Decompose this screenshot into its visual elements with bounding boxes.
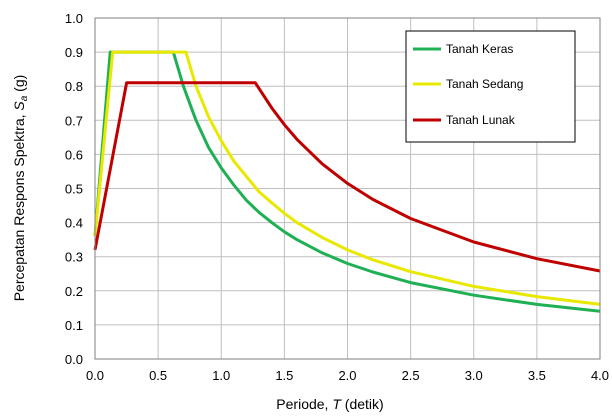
y-tick-label-4: 0.4 xyxy=(65,216,83,231)
x-tick-label-0: 0.0 xyxy=(86,368,104,383)
x-axis-title-suffix: (detik) xyxy=(341,396,384,412)
y-tick-label-9: 0.9 xyxy=(65,45,83,60)
y-tick-label-5: 0.5 xyxy=(65,182,83,197)
x-tick-label-6: 3.0 xyxy=(465,368,483,383)
series-line-tanah-sedang xyxy=(93,50,601,306)
y-axis-title-var: S xyxy=(11,101,27,111)
x-tick-labels: 0.0 0.5 1.0 1.5 2.0 2.5 3.0 3.5 4.0 xyxy=(86,368,609,383)
y-tick-label-1: 0.1 xyxy=(65,318,83,333)
y-axis-title: Percepatan Respons Spektra, Sa (g) xyxy=(11,75,30,302)
plot-border xyxy=(94,17,601,360)
series-lines xyxy=(93,50,601,313)
x-axis-title: Periode, T (detik) xyxy=(276,396,383,412)
series-line-tanah-lunak xyxy=(93,81,601,273)
y-axis-title-suffix: (g) xyxy=(11,75,27,96)
x-tick-label-7: 3.5 xyxy=(528,368,546,383)
y-tick-labels: 0.0 0.1 0.2 0.3 0.4 0.5 0.6 0.7 0.8 0.9 1.0 xyxy=(65,11,83,367)
series-line-tanah-keras xyxy=(93,50,601,313)
legend-label-tanah-sedang: Tanah Sedang xyxy=(446,77,523,91)
legend-label-tanah-keras: Tanah Keras xyxy=(446,42,513,56)
y-tick-label-8: 0.8 xyxy=(65,79,83,94)
y-axis-title-prefix: Percepatan Respons Spektra, xyxy=(11,111,27,302)
legend-label-tanah-lunak: Tanah Lunak xyxy=(446,113,516,127)
legend: Tanah Keras Tanah Sedang Tanah Lunak xyxy=(405,30,576,143)
x-tick-label-1: 0.5 xyxy=(149,368,167,383)
x-tick-label-8: 4.0 xyxy=(591,368,609,383)
x-axis-title-var: T xyxy=(332,396,342,412)
y-tick-label-0: 0.0 xyxy=(65,352,83,367)
y-tick-label-2: 0.2 xyxy=(65,284,83,299)
x-tick-label-2: 1.0 xyxy=(212,368,230,383)
x-tick-label-5: 2.5 xyxy=(402,368,420,383)
y-tick-label-7: 0.7 xyxy=(65,113,83,128)
y-axis-title-sub: a xyxy=(19,95,30,101)
y-tick-label-6: 0.6 xyxy=(65,147,83,162)
x-axis-title-prefix: Periode, xyxy=(276,396,332,412)
y-tick-label-3: 0.3 xyxy=(65,250,83,265)
x-tick-label-4: 2.0 xyxy=(338,368,356,383)
y-tick-label-10: 1.0 xyxy=(65,11,83,26)
x-tick-label-3: 1.5 xyxy=(275,368,293,383)
